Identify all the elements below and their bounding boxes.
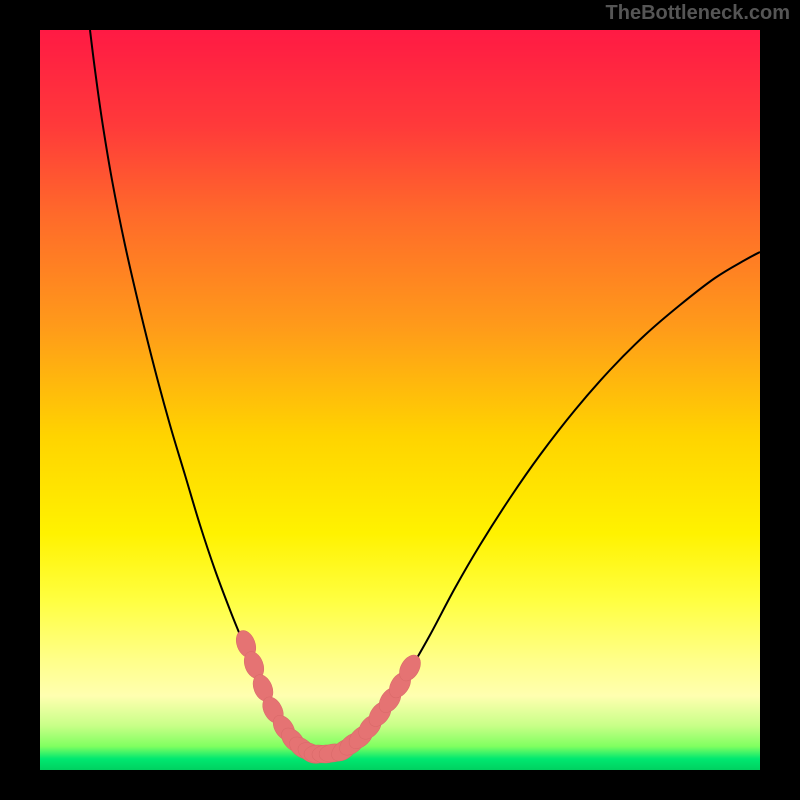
plot-area [40,30,760,770]
gradient-background [40,30,760,770]
figure-container: TheBottleneck.com [0,0,800,800]
watermark-text: TheBottleneck.com [606,2,790,25]
chart-svg [40,30,760,770]
